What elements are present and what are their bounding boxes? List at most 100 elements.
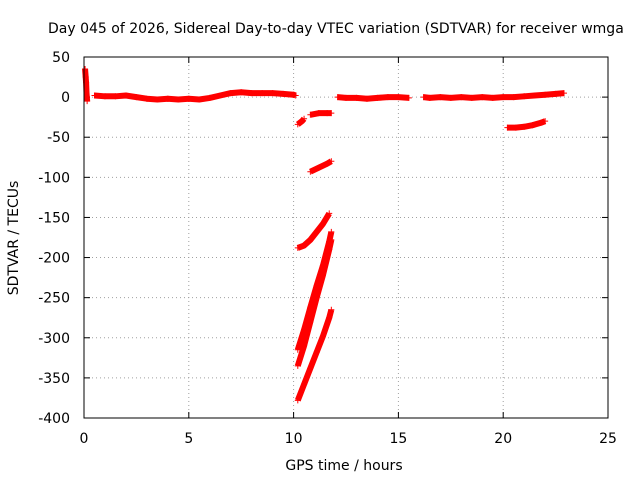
x-tick-label: 20 (494, 431, 512, 447)
y-tick-label: -200 (38, 251, 70, 267)
data-point (217, 92, 224, 99)
data-point (238, 89, 245, 96)
data-point (259, 90, 266, 97)
data-point (301, 381, 308, 388)
data-point (328, 158, 335, 165)
y-tick-label: 0 (61, 90, 70, 106)
y-tick-label: -300 (38, 331, 70, 347)
y-tick-label: -50 (47, 130, 70, 146)
y-tick-label: 50 (52, 50, 70, 66)
data-point (143, 95, 150, 102)
data-trace (309, 158, 333, 175)
data-point (154, 96, 161, 103)
data-point (405, 94, 412, 101)
data-point (175, 96, 182, 103)
y-tick-label: -150 (38, 210, 70, 226)
data-point (269, 90, 276, 97)
data-point (328, 306, 335, 313)
data-trace (423, 90, 565, 101)
data-point (468, 94, 475, 101)
data-point (315, 164, 322, 171)
data-point (185, 95, 192, 102)
data-point (328, 110, 335, 117)
data-point (447, 94, 454, 101)
data-point (294, 121, 301, 128)
data-point (542, 118, 549, 125)
data-point (521, 123, 528, 130)
data-point (301, 342, 308, 349)
chart-title: Day 045 of 2026, Sidereal Day-to-day VTE… (48, 21, 624, 37)
data-point (83, 90, 90, 97)
data-point (489, 94, 496, 101)
data-point (319, 272, 326, 279)
data-point (294, 362, 301, 369)
data-point (133, 94, 140, 101)
data-point (552, 90, 559, 97)
data-point (537, 119, 544, 126)
data-point (313, 349, 320, 356)
data-point (122, 92, 129, 99)
data-point (326, 246, 333, 253)
data-point (112, 93, 119, 100)
data-points (82, 66, 567, 404)
y-tick-label: -400 (38, 411, 70, 427)
data-point (319, 220, 326, 227)
data-point (324, 160, 331, 167)
data-point (512, 124, 519, 131)
grid-lines (84, 57, 608, 418)
data-point (510, 94, 517, 101)
data-point (334, 94, 341, 101)
data-point (307, 111, 314, 118)
x-tick-label: 5 (184, 431, 193, 447)
data-point (301, 115, 308, 122)
data-point (307, 236, 314, 243)
data-point (328, 236, 335, 243)
data-point (420, 94, 427, 101)
data-point (101, 93, 108, 100)
data-point (91, 92, 98, 99)
axis-ticks (83, 56, 609, 419)
data-point (294, 244, 301, 251)
x-tick-label: 10 (285, 431, 303, 447)
data-point (328, 228, 335, 235)
data-point (458, 94, 465, 101)
data-point (307, 365, 314, 372)
x-tick-labels: 0 5 10 15 20 25 (80, 431, 617, 447)
data-point (82, 66, 89, 73)
data-point (560, 90, 567, 97)
data-point (319, 333, 326, 340)
data-point (437, 94, 444, 101)
y-tick-label: -100 (38, 170, 70, 186)
data-point (529, 122, 536, 129)
data-point (307, 318, 314, 325)
data-point (326, 210, 333, 217)
data-point (292, 92, 299, 99)
data-point (315, 110, 322, 117)
data-point (313, 228, 320, 235)
y-tick-labels: 50 0 -50 -100 -150 -200 -250 -300 -350 -400 (38, 50, 70, 427)
data-point (384, 94, 391, 101)
data-point (504, 124, 511, 131)
x-tick-label: 25 (599, 431, 617, 447)
data-point (500, 94, 507, 101)
data-point (227, 90, 234, 97)
data-point (164, 95, 171, 102)
plot-frame (83, 56, 609, 419)
x-tick-label: 0 (80, 431, 89, 447)
y-axis-label: SDTVAR / TECUs (6, 181, 22, 296)
data-point (426, 94, 433, 101)
data-point (313, 294, 320, 301)
data-point (307, 168, 314, 175)
data-point (353, 94, 360, 101)
x-tick-label: 15 (389, 431, 407, 447)
y-tick-label: -250 (38, 291, 70, 307)
data-trace (294, 239, 335, 367)
data-point (395, 94, 402, 101)
data-point (531, 92, 538, 99)
data-point (294, 397, 301, 404)
x-axis-label: GPS time / hours (285, 458, 402, 474)
data-point (363, 95, 370, 102)
data-trace (296, 211, 332, 251)
data-point (301, 242, 308, 249)
